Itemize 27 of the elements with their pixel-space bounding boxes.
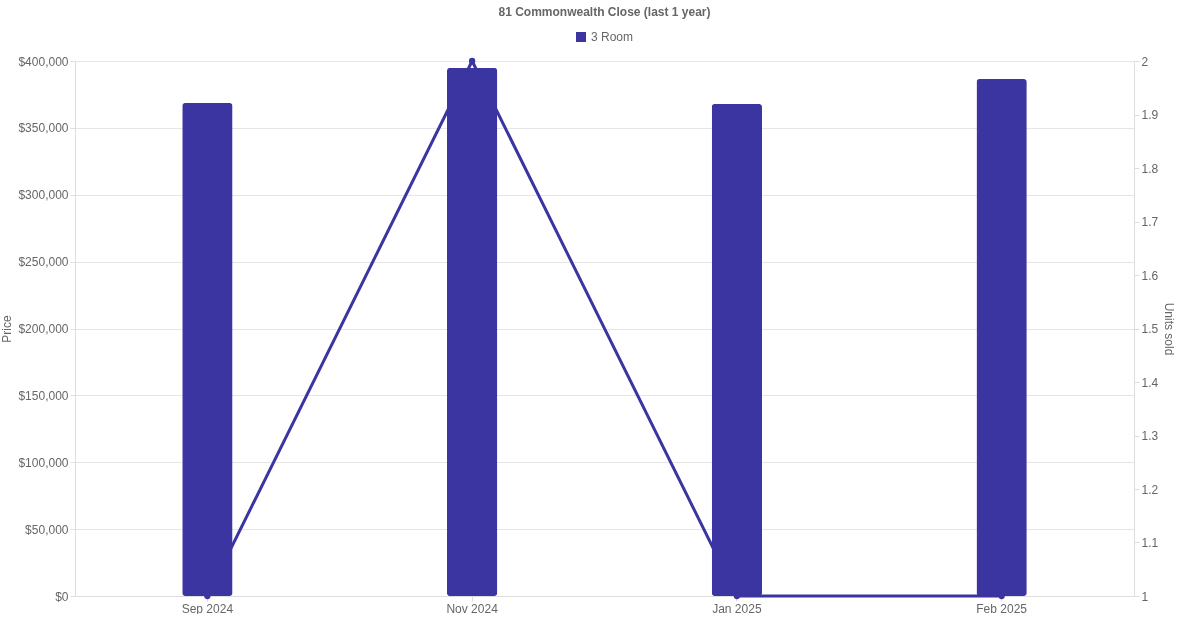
y2-tick-label: 1.1 <box>1141 536 1159 550</box>
x-tick-label: Feb 2025 <box>976 601 1028 616</box>
y-tick-label: $400,000 <box>18 54 69 69</box>
y2-tick-label: 1.5 <box>1141 322 1159 336</box>
y2-axis-title: Units sold <box>1162 302 1177 356</box>
y-tick-label: $350,000 <box>18 121 69 136</box>
chart-title: 81 Commonwealth Close (last 1 year) <box>498 5 711 19</box>
y-tick-label: $50,000 <box>25 522 69 537</box>
y-tick-label: $300,000 <box>18 188 69 203</box>
y-tick-label: $150,000 <box>18 388 69 403</box>
y-tick-label: $250,000 <box>18 255 69 270</box>
y2-tick-label: 2 <box>1141 54 1149 69</box>
y-tick-label: $0 <box>55 589 69 604</box>
y-tick-label: $200,000 <box>18 322 69 336</box>
x-tick-label: Nov 2024 <box>446 601 499 616</box>
y-axis-title: Price <box>0 315 15 343</box>
legend-label: 3 Room <box>591 30 634 44</box>
x-tick-label: Jan 2025 <box>712 601 762 616</box>
y2-tick-label: 1 <box>1141 589 1149 604</box>
y2-tick-label: 1.6 <box>1141 268 1159 283</box>
y2-tick-label: 1.8 <box>1141 161 1159 176</box>
y2-tick-label: 1.7 <box>1141 215 1159 229</box>
y2-tick-label: 1.3 <box>1141 429 1159 443</box>
y-tick-label: $100,000 <box>18 455 69 470</box>
y2-tick-label: 1.9 <box>1141 108 1159 122</box>
y2-tick-label: 1.4 <box>1141 375 1159 390</box>
y2-tick-label: 1.2 <box>1141 482 1159 497</box>
